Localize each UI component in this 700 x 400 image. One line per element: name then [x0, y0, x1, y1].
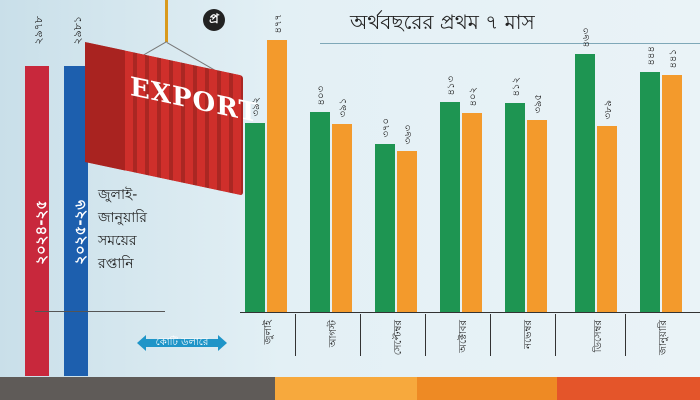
unit-arrow-shaft: [145, 339, 219, 347]
data-label-2-1: ৩৬৩: [403, 124, 414, 145]
newspaper-logo: প্র: [203, 9, 225, 31]
footer-segment-3: [557, 377, 700, 400]
month-divider: [555, 314, 556, 356]
data-label-4-0: ৪১২: [511, 77, 522, 97]
bar-orange-1: [332, 123, 352, 312]
total-label-2024-25: ২০২৪-২৫: [32, 200, 50, 265]
export-container-illustration: EXPORT: [85, 0, 259, 196]
month-label-1: আগস্ট: [328, 320, 339, 348]
arrow-left-icon: [137, 335, 146, 351]
chart-baseline: [240, 312, 700, 313]
caption-rule: [35, 311, 165, 312]
month-label-4: নভেম্বর: [523, 320, 534, 349]
data-label-6-1: ৪৪১: [668, 49, 679, 69]
bar-orange-0: [267, 40, 287, 312]
data-label-0-0: ৩৯২: [251, 96, 262, 117]
total-value-2024-25: ২৯৭৮: [32, 16, 45, 45]
month-divider: [625, 314, 626, 356]
monthly-export-chart: ৩৯২ ৪৭৭ জুলাই ৪০৩ ৩৯১ আগস্ট ৩৭০ ৩৬৩ সেপ্টেম্বর ৪১…: [240, 14, 700, 356]
bar-green-6: [640, 72, 660, 312]
month-divider: [295, 314, 296, 356]
totals-caption: জুলাই- জানুয়ারি সময়ের রপ্তানি: [98, 184, 198, 276]
title-underline: [320, 43, 700, 44]
caption-line: জানুয়ারি: [98, 210, 147, 226]
data-label-3-1: ৪০২: [468, 87, 479, 107]
bar-green-5: [575, 53, 595, 312]
bar-orange-6: [662, 75, 682, 312]
month-label-5: ডিসেম্বর: [593, 320, 604, 353]
caption-line: রপ্তানি: [98, 256, 134, 272]
total-bar-2024-25: [25, 66, 49, 376]
month-divider: [425, 314, 426, 356]
month-label-6: জানুয়ারি: [658, 320, 669, 355]
footer-segment-2: [417, 377, 557, 400]
data-label-6-0: ৪৪৪: [646, 46, 657, 66]
data-label-5-0: ৪৬৩: [581, 27, 592, 48]
caption-line: সময়ের: [98, 233, 137, 249]
data-label-5-1: ৩৮৯: [603, 99, 614, 120]
footer-strip: [0, 377, 700, 400]
bar-green-1: [310, 112, 330, 312]
data-label-1-0: ৪০৩: [316, 86, 327, 106]
bar-green-4: [505, 103, 525, 312]
chart-title: অর্থবছরের প্রথম ৭ মাস: [350, 10, 535, 34]
bar-orange-2: [397, 150, 417, 312]
bar-green-3: [440, 102, 460, 312]
month-divider: [490, 314, 491, 356]
arrow-right-icon: [218, 335, 227, 351]
crane-hook: [165, 0, 168, 42]
data-label-2-0: ৩৭০: [381, 118, 392, 138]
data-label-1-1: ৩৯১: [338, 97, 349, 118]
data-label-4-1: ৩৯৫: [533, 93, 544, 114]
data-label-0-1: ৪৭৭: [273, 14, 284, 34]
total-bar-2025-26: [64, 66, 88, 376]
total-label-2025-26: ২০২৫-২৬: [71, 200, 89, 265]
footer-segment-0: [0, 377, 275, 400]
bar-orange-3: [462, 113, 482, 312]
caption-line: জুলাই-: [98, 187, 138, 203]
month-label-2: সেপ্টেম্বর: [393, 320, 404, 356]
unit-label: কোটি ডলারে: [155, 337, 209, 348]
month-label-3: অক্টোবর: [458, 320, 469, 353]
footer-segment-1: [275, 377, 417, 400]
bar-orange-4: [527, 119, 547, 312]
data-label-3-0: ৪১৩: [446, 76, 457, 96]
unit-indicator: কোটি ডলারে: [137, 334, 227, 351]
container-door: [85, 42, 125, 171]
bar-orange-5: [597, 125, 617, 312]
month-label-0: জুলাই: [263, 320, 274, 345]
bar-green-0: [245, 122, 265, 312]
month-divider: [360, 314, 361, 356]
bar-green-2: [375, 144, 395, 312]
